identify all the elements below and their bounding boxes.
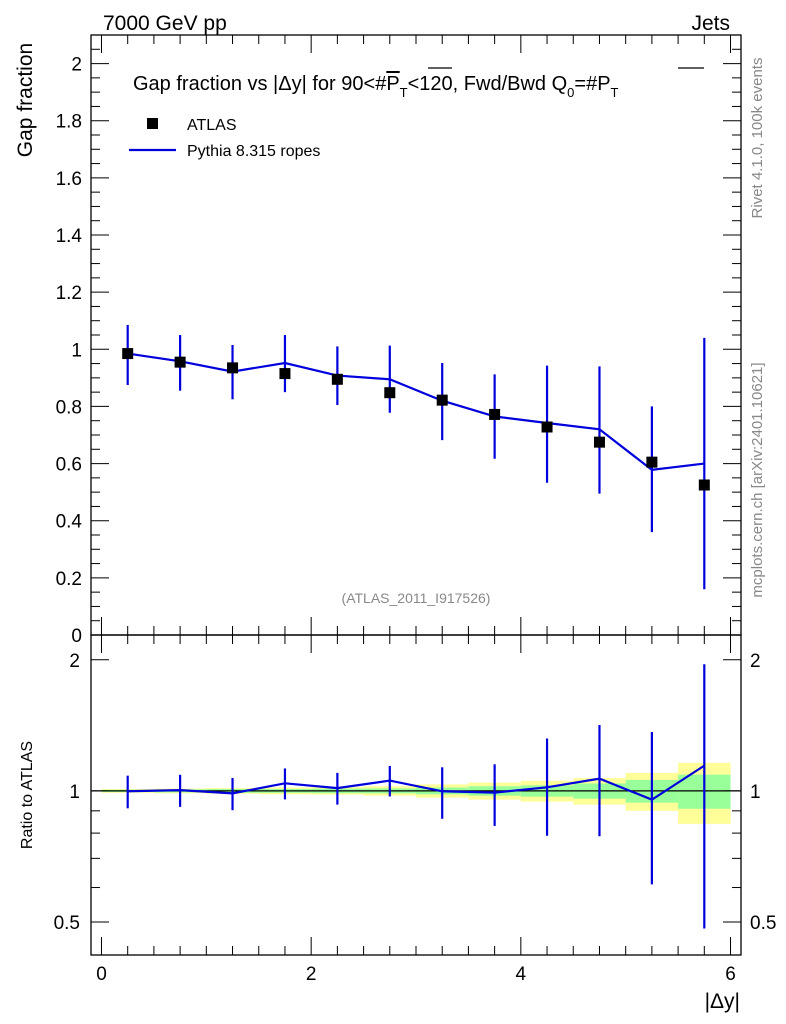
ratio-y-tick-label: 2	[69, 651, 80, 672]
x-tick-label: 4	[516, 964, 527, 985]
pt-symbol-2: P	[597, 73, 610, 95]
main-y-tick-label: 0.6	[56, 455, 82, 476]
ratio-y-tick-label: 1	[69, 782, 80, 803]
ratio-y-tick-label-right: 2	[750, 651, 761, 672]
main-y-tick-label: 1.2	[56, 283, 82, 304]
main-data-point	[227, 362, 239, 374]
main-y-tick-label: 1.4	[56, 226, 83, 247]
main-data-point	[279, 368, 291, 380]
legend-mc-label: Pythia 8.315 ropes	[187, 143, 320, 160]
main-mc-series	[127, 352, 705, 472]
rivet-version: Rivet 4.1.0, 100k events	[749, 58, 766, 219]
main-data-point	[122, 348, 134, 360]
main-y-tick-label: 1	[71, 340, 82, 361]
main-y-tick-label: 0.8	[56, 397, 82, 418]
ratio-y-tick-label-right: 0.5	[750, 913, 776, 934]
pt-symbol-1: P	[386, 73, 399, 95]
header-left: 7000 GeV pp	[103, 12, 227, 35]
main-data-series	[122, 325, 710, 590]
main-y-tick-label: 0	[71, 626, 82, 647]
main-y-tick-label: 0.4	[56, 512, 83, 533]
ratio-mc-line	[127, 764, 705, 801]
ratio-mc-series	[126, 664, 706, 929]
main-data-point	[436, 394, 448, 406]
main-y-tick-label: 2	[71, 55, 82, 76]
main-y-tick-label: 1.6	[56, 169, 82, 190]
main-y-tick-label: 0.2	[56, 569, 82, 590]
main-data-point	[698, 479, 710, 491]
main-y-tick-labels: 0 0.2 0.4 0.6 0.8 1 1.2 1.4 1.6 1.8 2	[56, 55, 83, 647]
legend-data-marker	[147, 118, 158, 129]
mcplots-credit: mcplots.cern.ch [arXiv:2401.10621]	[749, 362, 766, 597]
x-tick-label: 6	[725, 964, 736, 985]
ratio-y-tick-label: 0.5	[54, 913, 80, 934]
x-axis-label: |Δy|	[705, 990, 740, 1013]
ratio-y-tick-labels: 0.5 0.5 1 1 2 2	[54, 651, 777, 934]
header-right: Jets	[691, 12, 730, 35]
main-data-point	[489, 408, 501, 420]
x-tick-labels: 0 2 4 6	[96, 964, 736, 985]
ratio-axis-ticks	[91, 635, 741, 955]
ratio-y-tick-label-right: 1	[750, 782, 761, 803]
legend-data-label: ATLAS	[187, 117, 237, 134]
x-tick-label: 0	[96, 964, 107, 985]
main-mc-line	[127, 352, 705, 472]
main-data-point	[174, 356, 186, 368]
main-axis-ticks	[91, 34, 741, 636]
main-data-point	[646, 456, 658, 468]
main-data-point	[541, 421, 553, 433]
analysis-watermark: (ATLAS_2011_I917526)	[342, 590, 491, 606]
main-data-point	[593, 436, 605, 448]
plot-title: Gap fraction vs |Δy| for 90<#PT<120, Fwd…	[133, 73, 619, 100]
main-data-point	[331, 373, 343, 385]
main-data-point	[384, 387, 396, 399]
y-axis-label: Gap fraction	[14, 43, 37, 157]
x-tick-label: 2	[306, 964, 317, 985]
ratio-y-axis-label: Ratio to ATLAS	[19, 741, 36, 849]
main-y-tick-label: 1.8	[56, 112, 82, 133]
